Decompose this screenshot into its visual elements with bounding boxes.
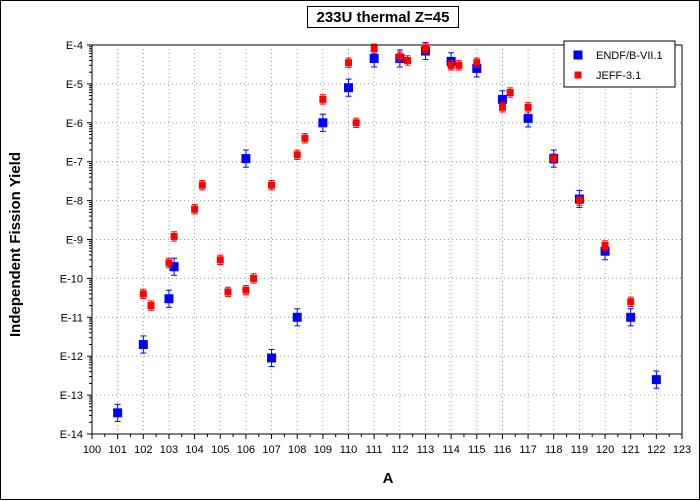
x-tick-label: 108 <box>288 444 306 456</box>
x-axis-title: A <box>383 470 394 487</box>
y-tick-label: E-12 <box>60 351 83 363</box>
y-tick-label: E-14 <box>60 429 83 441</box>
jeff-data-point <box>404 56 412 64</box>
x-tick-label: 111 <box>366 444 383 456</box>
x-tick-label: 109 <box>314 444 332 456</box>
x-tick-label: 103 <box>160 444 178 456</box>
x-tick-label: 113 <box>417 444 435 456</box>
plot-area <box>91 44 683 435</box>
jeff-data-point <box>498 103 506 111</box>
jeff-data-point <box>224 288 232 296</box>
y-tick-label: E-5 <box>66 79 83 91</box>
legend-label: ENDF/B-VII.1 <box>596 50 663 62</box>
jeff-data-point <box>191 205 199 213</box>
x-tick-label: 102 <box>134 444 152 456</box>
y-tick-label: E-4 <box>66 40 83 52</box>
y-tick-label: E-13 <box>60 390 83 402</box>
jeff-data-point <box>170 232 178 240</box>
endf-data-point <box>369 53 379 63</box>
jeff-data-point <box>370 45 378 53</box>
y-tick-label: E-11 <box>61 312 83 324</box>
jeff-data-point <box>139 290 147 298</box>
x-tick-label: 119 <box>571 444 589 456</box>
jeff-data-point <box>455 61 463 69</box>
x-tick-label: 114 <box>442 444 460 456</box>
jeff-data-point <box>396 53 404 61</box>
y-tick-label: E-8 <box>66 196 83 208</box>
endf-data-point <box>292 312 302 322</box>
x-tick-label: 117 <box>519 444 537 456</box>
jeff-data-point <box>165 259 173 267</box>
x-tick-label: 101 <box>108 444 126 456</box>
x-tick-label: 100 <box>83 444 101 456</box>
y-axis-title: Independent Fission Yield <box>7 152 24 337</box>
jeff-data-point <box>575 197 583 205</box>
jeff-data-point <box>250 274 258 282</box>
y-tick-label: E-9 <box>66 235 83 247</box>
x-tick-label: 122 <box>647 444 665 456</box>
jeff-data-point <box>293 151 301 159</box>
chart-title: 233U thermal Z=45 <box>307 6 459 28</box>
endf-data-point <box>164 294 174 304</box>
y-tick-label: E-6 <box>66 118 83 130</box>
endf-data-point <box>241 154 251 164</box>
jeff-data-point <box>268 181 276 189</box>
endf-data-point <box>523 113 533 123</box>
x-tick-label: 115 <box>468 444 486 456</box>
endf-data-point <box>138 339 148 349</box>
endf-data-point <box>113 408 123 418</box>
jeff-data-point <box>421 44 429 52</box>
jeff-data-point <box>301 134 309 142</box>
x-tick-label: 123 <box>673 444 691 456</box>
jeff-data-point <box>550 155 558 163</box>
endf-data-point <box>169 262 179 272</box>
y-tick-label: E-7 <box>66 157 83 169</box>
endf-data-point <box>318 118 328 128</box>
legend-label: JEFF-3.1 <box>596 70 641 82</box>
jeff-data-point <box>447 61 455 69</box>
jeff-data-point <box>345 59 353 67</box>
jeff-data-point <box>601 242 609 250</box>
legend-box <box>563 40 676 88</box>
jeff-data-point <box>627 298 635 306</box>
y-tick-label: E-10 <box>60 273 83 285</box>
endf-data-point <box>344 83 354 93</box>
endf-data-point <box>626 312 636 322</box>
x-tick-label: 110 <box>340 444 358 456</box>
jeff-data-point <box>319 95 327 103</box>
legend-marker <box>574 71 582 79</box>
jeff-data-point <box>352 119 360 127</box>
jeff-data-point <box>524 103 532 111</box>
jeff-data-point <box>147 302 155 310</box>
x-tick-label: 112 <box>391 444 409 456</box>
x-tick-label: 121 <box>622 444 640 456</box>
jeff-data-point <box>198 181 206 189</box>
jeff-data-point <box>473 59 481 67</box>
endf-data-point <box>497 94 507 104</box>
endf-data-point <box>651 375 661 385</box>
x-tick-label: 116 <box>494 444 512 456</box>
endf-data-point <box>472 63 482 73</box>
x-tick-label: 107 <box>262 444 280 456</box>
jeff-data-point <box>242 286 250 294</box>
jeff-data-point <box>216 256 224 264</box>
x-tick-label: 106 <box>237 444 255 456</box>
x-tick-label: 118 <box>545 444 563 456</box>
x-tick-label: 104 <box>185 444 203 456</box>
x-tick-label: 105 <box>211 444 229 456</box>
legend-marker <box>573 50 583 60</box>
x-tick-label: 120 <box>596 444 614 456</box>
jeff-data-point <box>506 89 514 97</box>
endf-data-point <box>267 353 277 363</box>
endf-data-point <box>600 246 610 256</box>
